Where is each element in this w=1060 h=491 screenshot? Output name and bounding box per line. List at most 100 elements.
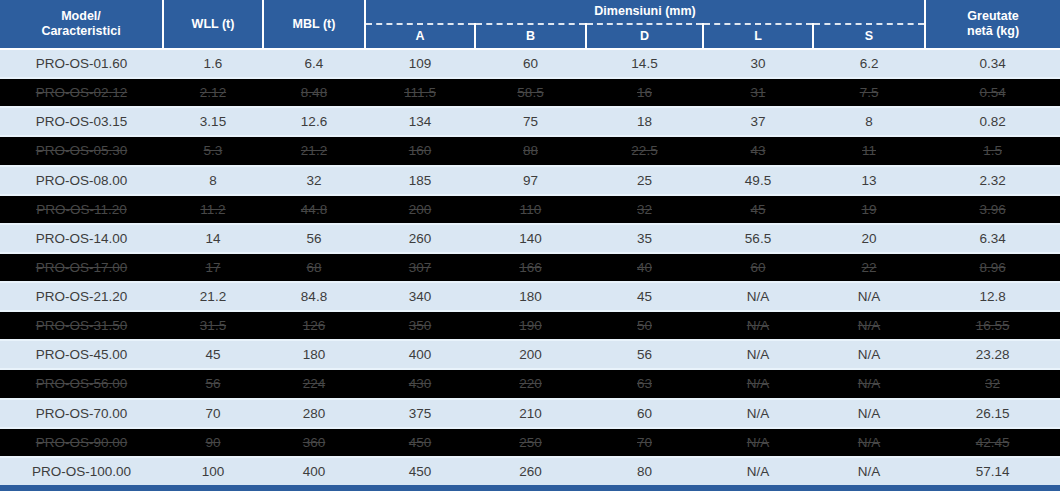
cell-a: 340	[365, 282, 475, 311]
cell-s: N/A	[813, 282, 925, 311]
cell-weight: 16.55	[925, 311, 1060, 340]
cell-weight: 32	[925, 369, 1060, 398]
cell-l: 45	[703, 195, 813, 224]
cell-d: 80	[586, 457, 703, 486]
table-row: PRO-OS-90.009036045025070N/AN/A42.45	[0, 428, 1060, 457]
cell-model: PRO-OS-90.00	[0, 428, 163, 457]
cell-b: 210	[475, 399, 586, 428]
cell-a: 160	[365, 136, 475, 165]
cell-model: PRO-OS-70.00	[0, 399, 163, 428]
cell-wll: 90	[163, 428, 263, 457]
cell-l: 30	[703, 49, 813, 78]
col-header-model: Model/ Caracteristici	[0, 0, 163, 49]
cell-a: 450	[365, 457, 475, 486]
cell-b: 97	[475, 166, 586, 195]
cell-d: 50	[586, 311, 703, 340]
cell-weight: 1.5	[925, 136, 1060, 165]
cell-d: 63	[586, 369, 703, 398]
cell-model: PRO-OS-05.30	[0, 136, 163, 165]
cell-mbl: 126	[263, 311, 365, 340]
cell-l: N/A	[703, 428, 813, 457]
table-row: PRO-OS-70.007028037521060N/AN/A26.15	[0, 399, 1060, 428]
cell-weight: 57.14	[925, 457, 1060, 486]
cell-weight: 2.32	[925, 166, 1060, 195]
cell-l: 49.5	[703, 166, 813, 195]
cell-l: N/A	[703, 311, 813, 340]
cell-weight: 42.45	[925, 428, 1060, 457]
cell-d: 22.5	[586, 136, 703, 165]
cell-mbl: 224	[263, 369, 365, 398]
cell-wll: 2.12	[163, 78, 263, 107]
table-row: PRO-OS-100.0010040045026080N/AN/A57.14	[0, 457, 1060, 486]
cell-weight: 8.96	[925, 253, 1060, 282]
cell-b: 140	[475, 224, 586, 253]
cell-model: PRO-OS-45.00	[0, 340, 163, 369]
cell-model: PRO-OS-56.00	[0, 369, 163, 398]
cell-model: PRO-OS-02.12	[0, 78, 163, 107]
cell-b: 250	[475, 428, 586, 457]
cell-d: 35	[586, 224, 703, 253]
cell-l: 56.5	[703, 224, 813, 253]
cell-l: N/A	[703, 340, 813, 369]
cell-weight: 0.34	[925, 49, 1060, 78]
cell-s: N/A	[813, 399, 925, 428]
cell-s: 13	[813, 166, 925, 195]
col-header-mbl: MBL (t)	[263, 0, 365, 49]
table-row: PRO-OS-11.2011.244.82001103245193.96	[0, 195, 1060, 224]
col-group-dimensions: Dimensiuni (mm)	[365, 0, 925, 24]
table-header: Model/ Caracteristici WLL (t) MBL (t) Di…	[0, 0, 1060, 49]
cell-mbl: 280	[263, 399, 365, 428]
cell-d: 18	[586, 107, 703, 136]
cell-l: N/A	[703, 457, 813, 486]
cell-b: 190	[475, 311, 586, 340]
cell-wll: 56	[163, 369, 263, 398]
cell-s: 19	[813, 195, 925, 224]
cell-a: 109	[365, 49, 475, 78]
cell-a: 350	[365, 311, 475, 340]
product-spec-table: Model/ Caracteristici WLL (t) MBL (t) Di…	[0, 0, 1060, 485]
cell-mbl: 56	[263, 224, 365, 253]
cell-weight: 23.28	[925, 340, 1060, 369]
cell-model: PRO-OS-31.50	[0, 311, 163, 340]
cell-a: 430	[365, 369, 475, 398]
cell-wll: 21.2	[163, 282, 263, 311]
cell-wll: 100	[163, 457, 263, 486]
cell-d: 32	[586, 195, 703, 224]
cell-weight: 0.54	[925, 78, 1060, 107]
cell-b: 180	[475, 282, 586, 311]
cell-weight: 12.8	[925, 282, 1060, 311]
cell-s: 8	[813, 107, 925, 136]
cell-mbl: 21.2	[263, 136, 365, 165]
bottom-accent-bar	[0, 485, 1060, 491]
cell-l: 31	[703, 78, 813, 107]
cell-d: 16	[586, 78, 703, 107]
cell-a: 260	[365, 224, 475, 253]
cell-model: PRO-OS-03.15	[0, 107, 163, 136]
cell-model: PRO-OS-17.00	[0, 253, 163, 282]
cell-a: 200	[365, 195, 475, 224]
col-header-wll: WLL (t)	[163, 0, 263, 49]
cell-d: 45	[586, 282, 703, 311]
cell-mbl: 44.8	[263, 195, 365, 224]
cell-b: 75	[475, 107, 586, 136]
cell-mbl: 8.48	[263, 78, 365, 107]
col-header-model-line2: Caracteristici	[0, 24, 162, 39]
cell-b: 110	[475, 195, 586, 224]
cell-s: N/A	[813, 311, 925, 340]
table-row: PRO-OS-56.005622443022063N/AN/A32	[0, 369, 1060, 398]
col-header-dim-b: B	[475, 24, 586, 49]
table-row: PRO-OS-21.2021.284.834018045N/AN/A12.8	[0, 282, 1060, 311]
cell-mbl: 180	[263, 340, 365, 369]
col-header-weight: Greutate netă (kg)	[925, 0, 1060, 49]
table-row: PRO-OS-17.0017683071664060228.96	[0, 253, 1060, 282]
cell-s: N/A	[813, 340, 925, 369]
cell-b: 200	[475, 340, 586, 369]
cell-mbl: 84.8	[263, 282, 365, 311]
cell-mbl: 68	[263, 253, 365, 282]
cell-wll: 3.15	[163, 107, 263, 136]
cell-weight: 26.15	[925, 399, 1060, 428]
table-row: PRO-OS-03.153.1512.613475183780.82	[0, 107, 1060, 136]
col-header-dim-d: D	[586, 24, 703, 49]
col-header-dim-a: A	[365, 24, 475, 49]
cell-l: 37	[703, 107, 813, 136]
